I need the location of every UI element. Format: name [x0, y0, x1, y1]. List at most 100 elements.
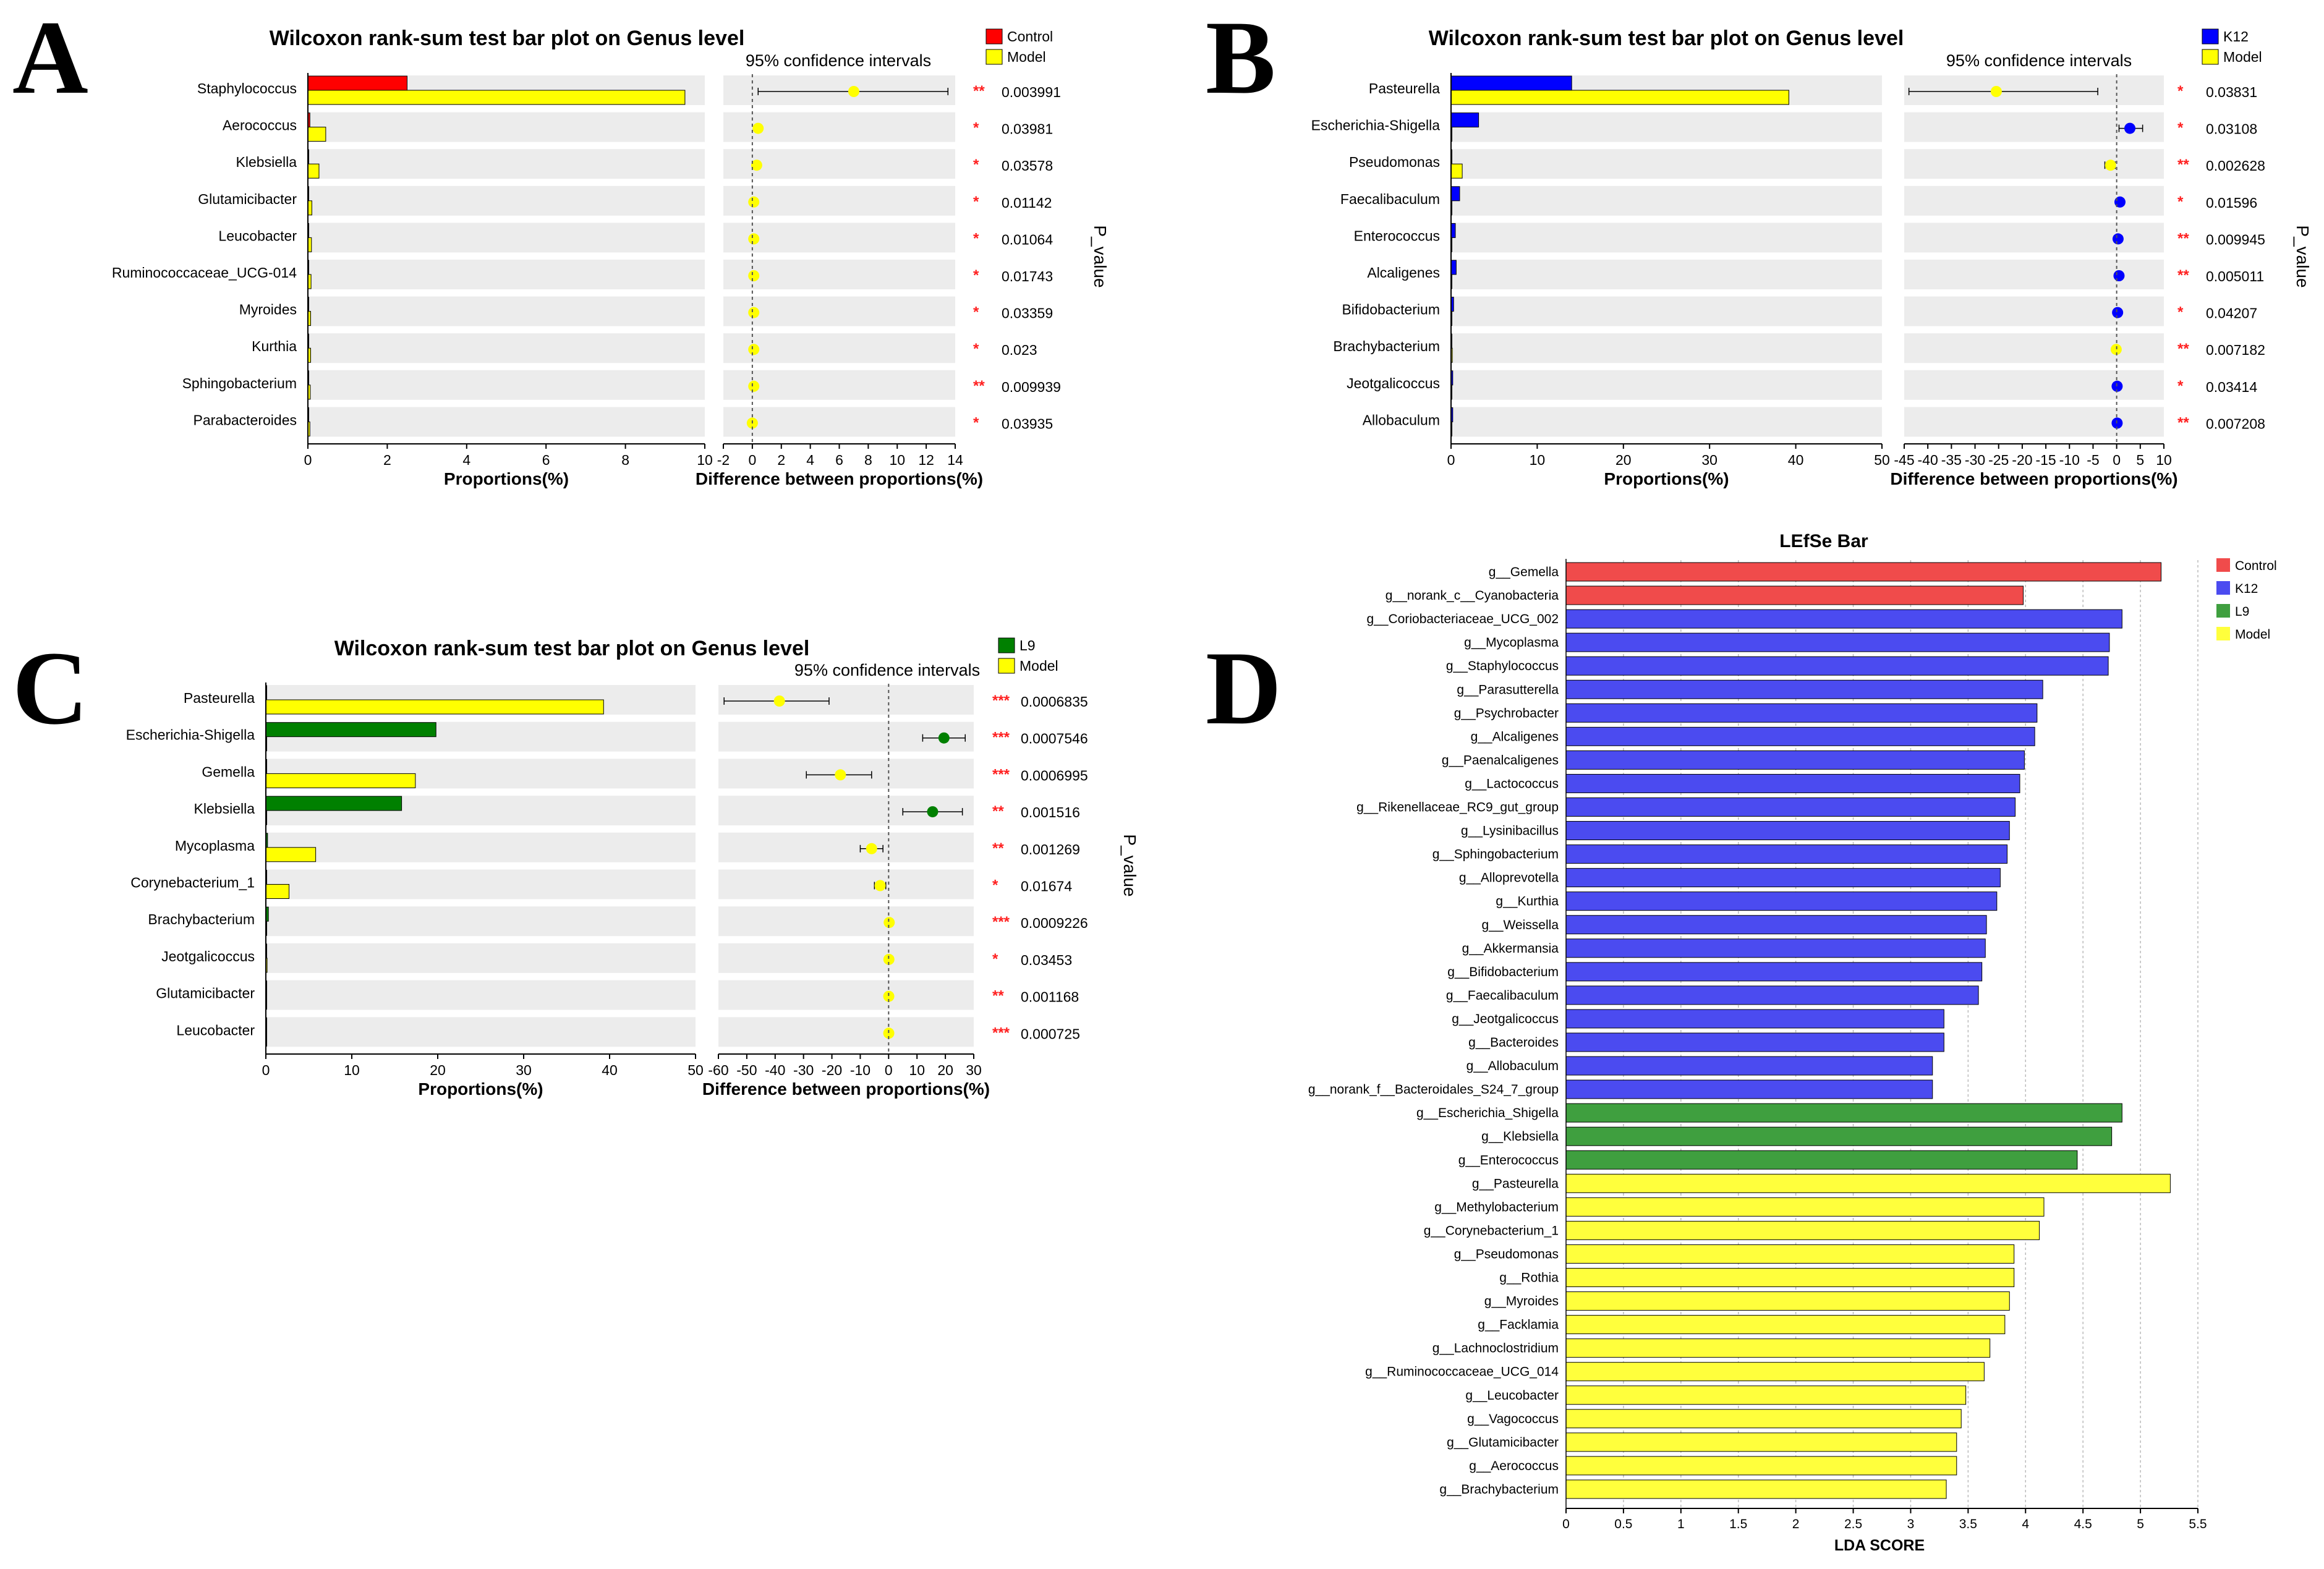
panel-c-category-label: Mycoplasma	[175, 838, 255, 854]
panel-c-significance-stars: ***	[992, 914, 1010, 930]
panel-a-wilcoxon-plot: Wilcoxon rank-sum test bar plot on Genus…	[112, 27, 1110, 488]
panel-b-ci-row-bg	[1904, 370, 2164, 400]
panel-b-pvalue: 0.04207	[2206, 305, 2257, 321]
panel-c-pvalue: 0.01674	[1021, 878, 1072, 895]
panel-c-ci-point	[883, 953, 895, 965]
panel-c-ci-row-bg	[718, 685, 974, 715]
panel-d-category-label: g__Rikenellaceae_RC9_gut_group	[1356, 801, 1559, 815]
panel-a-ci-point	[748, 307, 760, 318]
panel-d-category-label: g__Staphylococcus	[1446, 659, 1559, 673]
panel-b-ci-row-bg	[1904, 112, 2164, 142]
panel-a-legend-label: Model	[1007, 49, 1046, 65]
panel-a-ci-point	[751, 159, 762, 171]
panel-b-ci-xlabel: Difference between proportions(%)	[1890, 469, 2177, 488]
panel-d-category-label: g__Rothia	[1499, 1271, 1559, 1285]
panel-b-ci-tick-label: -5	[2087, 452, 2099, 468]
panel-a-significance-stars: *	[973, 304, 979, 321]
panel-b-pvalue: 0.03108	[2206, 121, 2257, 137]
panel-c-row-bg	[266, 980, 696, 1010]
panel-d-category-label: g__norank_f__Bacteroidales_S24_7_group	[1308, 1082, 1559, 1097]
panel-d-category-label: g__Lachnoclostridium	[1432, 1342, 1559, 1356]
panel-d-category-label: g__Paenalcaligenes	[1442, 753, 1559, 767]
panel-a-ci-row-bg	[723, 223, 955, 253]
panel-a-x-tick-label: 8	[621, 452, 629, 468]
panel-c-ci-point	[874, 880, 886, 891]
panel-c-pvalue: 0.0007546	[1021, 731, 1088, 747]
panel-d-x-tick-label: 2.5	[1844, 1517, 1862, 1531]
panel-d-x-tick-label: 3	[1907, 1517, 1915, 1531]
panel-b-row-bg	[1451, 407, 1882, 437]
panel-d-category-label: g__Klebsiella	[1481, 1129, 1559, 1144]
panel-b-row-bg	[1451, 296, 1882, 326]
panel-b-row-bg	[1451, 370, 1882, 400]
panel-c-pvalue: 0.0006995	[1021, 767, 1088, 783]
panel-b-ci-tick-label: -10	[2059, 452, 2080, 468]
panel-d-category-label: g__Gemella	[1489, 565, 1559, 579]
panel-c-pvalue: 0.001516	[1021, 804, 1080, 820]
panel-a-significance-stars: **	[973, 378, 985, 394]
panel-c-category-label: Brachybacterium	[148, 911, 255, 927]
panel-b-category-label: Jeotgalicoccus	[1347, 375, 1440, 391]
panel-a-x-tick-label: 6	[542, 452, 550, 468]
panel-a-pvalue-axis-label: P_value	[1091, 225, 1110, 287]
panel-a-pvalue: 0.03981	[1002, 121, 1053, 137]
panel-b-ci-tick-label: -35	[1941, 452, 1962, 468]
panel-a-pvalue: 0.03935	[1002, 415, 1053, 432]
panel-c-significance-stars: ***	[992, 729, 1010, 746]
panel-b-significance-stars: *	[2177, 83, 2184, 100]
panel-c-row-bg	[266, 1017, 696, 1047]
panel-a-row-bg	[308, 185, 705, 216]
panel-c-ci-row-bg	[718, 721, 974, 752]
panel-c-legend-swatch	[998, 658, 1015, 674]
panel-a-pvalue: 0.023	[1002, 342, 1037, 358]
panel-a-bar-model	[307, 127, 326, 142]
panel-b-x-tick-label: 10	[1530, 452, 1546, 468]
panel-c-category-label: Jeotgalicoccus	[161, 948, 255, 964]
panel-b-pvalue: 0.005011	[2206, 268, 2264, 284]
panel-d-bar-model	[1565, 1432, 1957, 1452]
panel-c-category-label: Pasteurella	[184, 690, 255, 706]
panel-d-bar-model	[1565, 1268, 2015, 1287]
panel-d-category-label: g__Mycoplasma	[1464, 636, 1559, 650]
panel-b-row-bg	[1451, 185, 1882, 216]
panel-d-category-label: g__norank_c__Cyanobacteria	[1385, 589, 1559, 603]
panel-d-category-label: g__Brachybacterium	[1439, 1482, 1559, 1497]
panel-c-ci-point	[835, 769, 846, 781]
panel-b-ci-tick-label: 0	[2113, 452, 2121, 468]
panel-c-category-label: Leucobacter	[176, 1022, 255, 1038]
panel-d-xlabel: LDA SCORE	[1834, 1537, 1925, 1554]
panel-d-legend-label: Control	[2235, 559, 2277, 573]
panel-a-ci-point	[848, 86, 859, 97]
panel-a-ci-row-bg	[723, 75, 955, 105]
panel-c-pvalue: 0.0009226	[1021, 915, 1088, 931]
panel-b-x-tick-label: 20	[1615, 452, 1632, 468]
panel-c-bar-l9	[265, 796, 402, 811]
panel-c-ci-point	[883, 917, 895, 929]
panel-b-ci-point	[2110, 344, 2122, 355]
panel-b-legend-label: K12	[2223, 28, 2249, 45]
panel-b-significance-stars: **	[2177, 267, 2189, 284]
panel-b-ci-tick-label: -45	[1894, 452, 1914, 468]
panel-d-category-label: g__Alcaligenes	[1471, 729, 1559, 744]
panel-a-row-bg	[308, 296, 705, 326]
panel-d-category-label: g__Vagococcus	[1467, 1412, 1559, 1426]
panel-b-ci-tick-label: 5	[2136, 452, 2144, 468]
panel-c-row-bg	[266, 906, 696, 937]
panel-c-ci-point	[883, 1027, 895, 1039]
panel-c-category-label: Escherichia-Shigella	[126, 727, 255, 743]
panel-c-xlabel: Proportions(%)	[418, 1079, 543, 1099]
panel-b-significance-stars: *	[2177, 304, 2184, 321]
panel-c-pvalue: 0.001168	[1021, 989, 1079, 1005]
panel-d-bar-k12	[1565, 703, 2038, 723]
panel-a-ci-row-bg	[723, 185, 955, 216]
panel-c-x-tick-label: 40	[602, 1062, 618, 1078]
panel-b-bar-model	[1450, 163, 1463, 179]
panel-c-ci-tick-label: -60	[708, 1062, 728, 1078]
panel-d-bar-k12	[1565, 891, 1998, 911]
panel-d-bar-k12	[1565, 1056, 1933, 1076]
panel-c-legend-swatch	[998, 637, 1015, 653]
panel-b-ci-point	[1990, 86, 2002, 97]
panel-b-bar-k12	[1450, 113, 1479, 128]
panel-b-ci-tick-label: 10	[2156, 452, 2172, 468]
panel-a-title: Wilcoxon rank-sum test bar plot on Genus…	[270, 27, 745, 50]
